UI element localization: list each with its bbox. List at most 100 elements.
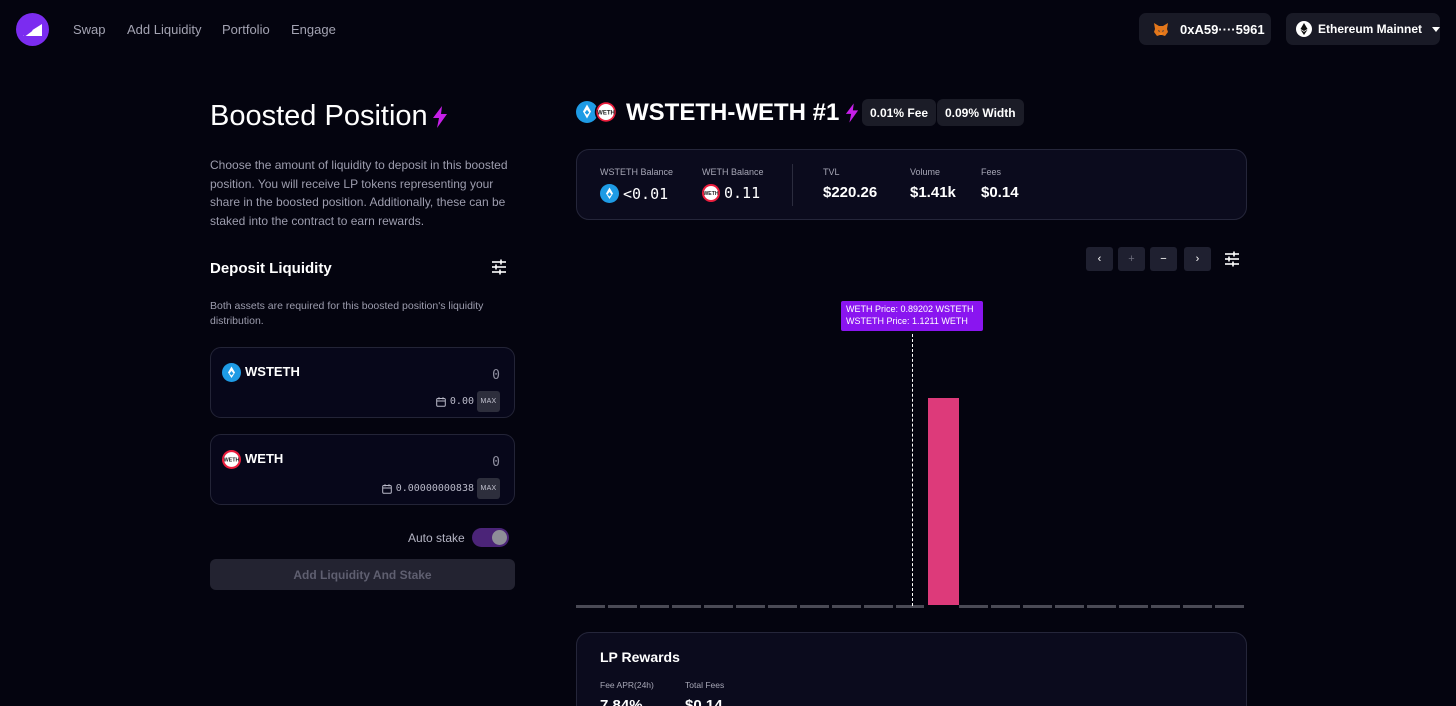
- sliders-icon: [492, 259, 506, 275]
- chart-pan-right-button[interactable]: ›: [1184, 247, 1211, 271]
- price-tooltip: WETH Price: 0.89202 WSTETH WSTETH Price:…: [841, 301, 983, 331]
- deposit-settings-icon[interactable]: [491, 259, 507, 280]
- nav-add-liquidity[interactable]: Add Liquidity: [127, 22, 202, 37]
- liquidity-bin-tick: [767, 605, 797, 608]
- liquidity-bin-tick: [863, 605, 893, 608]
- chart-settings-icon[interactable]: [1224, 251, 1240, 272]
- chart-zoom-in-button[interactable]: +: [1118, 247, 1145, 271]
- liquidity-bar[interactable]: [927, 398, 959, 605]
- wsteth-symbol: WSTETH: [245, 364, 300, 379]
- liquidity-bin-tick: [1087, 605, 1117, 608]
- tooltip-weth-price: WETH Price: 0.89202 WSTETH: [846, 304, 974, 314]
- lp-rewards-card: LP Rewards Fee APR(24h) 7.84% Total Fees…: [576, 632, 1247, 706]
- lightning-icon: [432, 105, 447, 128]
- total-fees-label: Total Fees: [685, 680, 725, 690]
- volume-value: $1.41k: [910, 184, 956, 201]
- metamask-fox-icon: [1154, 22, 1168, 36]
- network-selector[interactable]: Ethereum Mainnet: [1286, 13, 1440, 45]
- page-description: Choose the amount of liquidity to deposi…: [210, 158, 508, 228]
- weth-balance: 0.00000000838: [381, 483, 474, 494]
- chart-pan-left-button[interactable]: ‹: [1086, 247, 1113, 271]
- stats-divider: [792, 164, 793, 206]
- weth-balance-stat: WETH Balance WETH 0.11: [702, 167, 764, 202]
- toggle-knob: [492, 530, 507, 545]
- sliders-icon: [1225, 251, 1239, 267]
- liquidity-bin-tick: [959, 605, 989, 608]
- app-logo[interactable]: [16, 13, 49, 46]
- fee-apr-stat: Fee APR(24h) 7.84%: [600, 680, 654, 706]
- logo-icon: [23, 24, 42, 37]
- wsteth-token-icon: [222, 363, 241, 382]
- weth-token-icon: WETH: [222, 450, 241, 469]
- wsteth-input-card: WSTETH 0.00 MAX: [210, 347, 515, 418]
- add-liquidity-and-stake-button[interactable]: Add Liquidity And Stake: [210, 559, 515, 590]
- total-fees-stat: Total Fees $0.14: [685, 680, 724, 706]
- width-chip: 0.09% Width: [937, 99, 1024, 126]
- wsteth-amount-input[interactable]: [380, 368, 500, 383]
- lightning-icon: [846, 103, 859, 123]
- fee-apr-label: Fee APR(24h): [600, 680, 654, 690]
- weth-balance-label: WETH Balance: [702, 167, 764, 177]
- liquidity-bin-tick: [831, 605, 861, 608]
- volume-stat: Volume $1.41k: [910, 167, 956, 201]
- liquidity-bin-tick: [671, 605, 701, 608]
- liquidity-bin-tick: [799, 605, 829, 608]
- fee-chip: 0.01% Fee: [862, 99, 937, 126]
- deposit-liquidity-title: Deposit Liquidity: [210, 260, 332, 277]
- page-title-text: Boosted Position: [210, 100, 428, 132]
- tvl-stat: TVL $220.26: [823, 167, 877, 201]
- wallet-icon: [436, 396, 446, 407]
- wsteth-token-icon: [600, 184, 619, 203]
- fees-value: $0.14: [981, 184, 1019, 201]
- liquidity-bin-tick: [703, 605, 733, 608]
- tvl-label: TVL: [823, 167, 840, 177]
- liquidity-bin-tick: [735, 605, 765, 608]
- fee-apr-value: 7.84%: [600, 697, 643, 706]
- tvl-value: $220.26: [823, 184, 878, 201]
- wsteth-balance-label: WSTETH Balance: [600, 167, 674, 177]
- chevron-down-icon: [1432, 26, 1440, 32]
- liquidity-bin-tick: [1215, 605, 1244, 608]
- weth-symbol: WETH: [245, 451, 284, 466]
- liquidity-bin-tick: [1119, 605, 1149, 608]
- pool-stats-card: WSTETH Balance <0.01 WETH Balance WETH 0…: [576, 149, 1247, 220]
- liquidity-bin-tick: [639, 605, 669, 608]
- weth-max-button[interactable]: MAX: [477, 478, 500, 499]
- weth-input-card: WETH WETH 0.00000000838 MAX: [210, 434, 515, 505]
- liquidity-bin-tick: [1023, 605, 1053, 608]
- fees-label: Fees: [981, 167, 1002, 177]
- liquidity-bin-tick: [991, 605, 1021, 608]
- liquidity-bin-tick: [576, 605, 605, 608]
- current-price-line: [912, 334, 913, 606]
- nav-swap[interactable]: Swap: [73, 22, 106, 37]
- weth-balance-value: 0.00000000838: [395, 483, 474, 494]
- ethereum-icon: [1296, 21, 1312, 37]
- liquidity-bin-tick: [895, 605, 925, 608]
- liquidity-bin-tick: [1055, 605, 1085, 608]
- liquidity-bin-tick: [607, 605, 637, 608]
- weth-balance-value: 0.11: [724, 184, 761, 202]
- wallet-button[interactable]: 0xA59····5961: [1139, 13, 1271, 45]
- wallet-address: 0xA59····5961: [1180, 21, 1265, 37]
- volume-label: Volume: [910, 167, 941, 177]
- nav-engage[interactable]: Engage: [291, 22, 336, 37]
- lp-rewards-title: LP Rewards: [600, 649, 680, 665]
- weth-badge-text: WETH: [597, 110, 615, 116]
- wsteth-max-button[interactable]: MAX: [477, 391, 500, 412]
- nav-portfolio[interactable]: Portfolio: [222, 22, 270, 37]
- pool-name: WSTETH-WETH #1: [626, 99, 840, 126]
- pool-title: WSTETH-WETH #1: [626, 99, 859, 127]
- chart-zoom-out-button[interactable]: −: [1150, 247, 1177, 271]
- wsteth-balance-value: 0.00: [449, 396, 474, 407]
- network-name: Ethereum Mainnet: [1318, 22, 1423, 36]
- weth-amount-input[interactable]: [380, 455, 500, 470]
- liquidity-bin-tick: [1183, 605, 1213, 608]
- tooltip-wsteth-price: WSTETH Price: 1.1211 WETH: [846, 316, 968, 326]
- auto-stake-toggle[interactable]: [472, 528, 509, 547]
- wallet-icon: [381, 483, 392, 494]
- deposit-note: Both assets are required for this booste…: [210, 300, 484, 327]
- weth-badge-text: WETH: [703, 191, 718, 197]
- weth-token-icon: WETH: [594, 100, 618, 124]
- fees-stat: Fees $0.14: [981, 167, 1019, 201]
- page-title: Boosted Position: [210, 100, 448, 133]
